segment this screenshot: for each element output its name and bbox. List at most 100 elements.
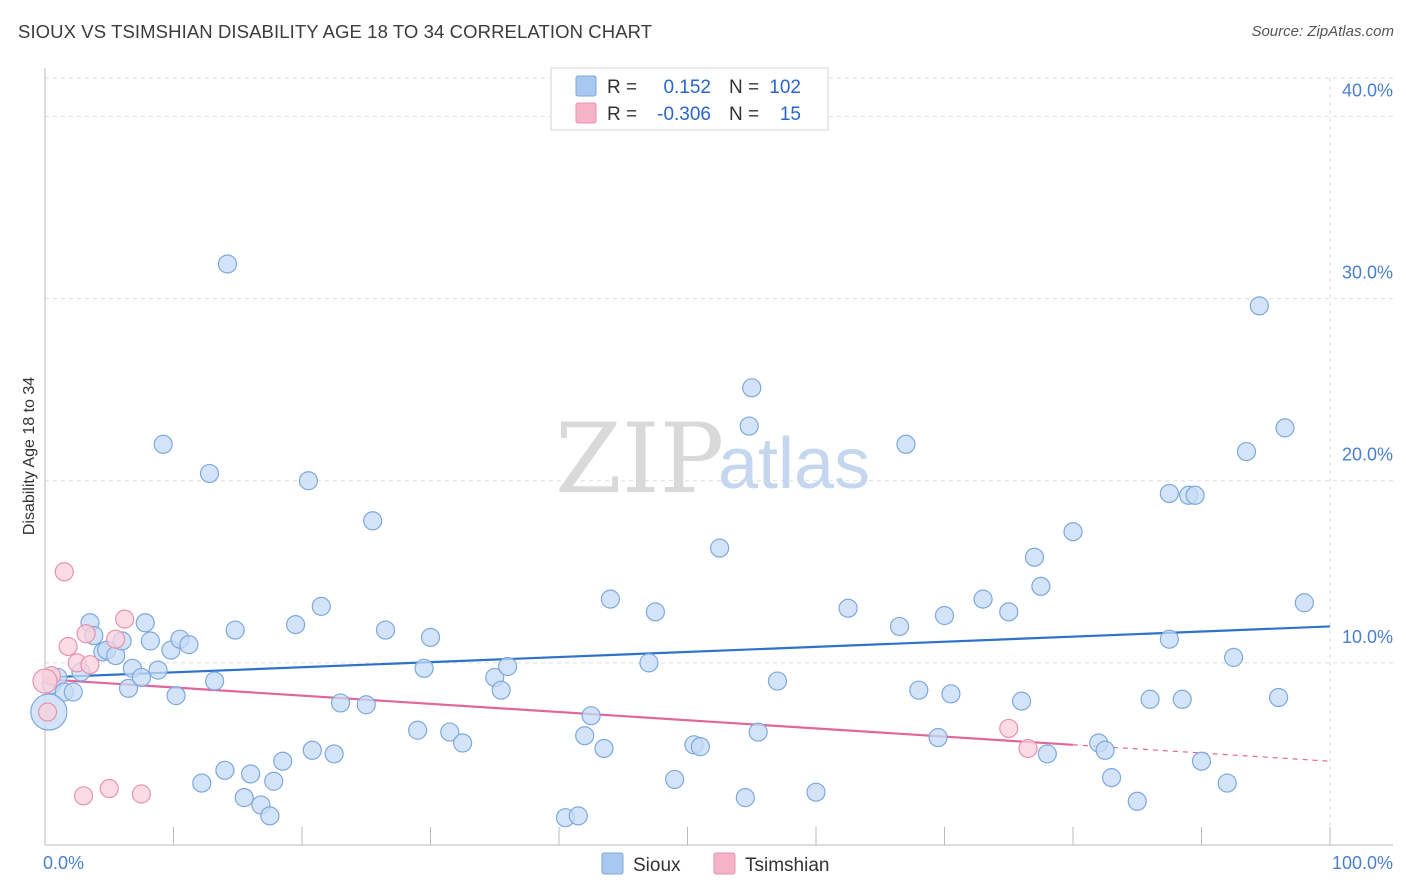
point-sioux-77 (999, 602, 1019, 622)
point-sioux-43 (408, 720, 428, 740)
point-sioux-73 (928, 727, 948, 748)
point-sioux-72 (909, 680, 929, 700)
y-tick-label-40: 40.0% (1342, 80, 1393, 100)
legend-n-value-tsimshian: 15 (780, 104, 801, 125)
point-sioux-46 (440, 722, 460, 742)
point-sioux-94 (1217, 773, 1237, 793)
point-sioux-66 (748, 722, 768, 742)
bottom-legend-swatch-sioux (601, 852, 624, 875)
point-sioux-97 (1249, 296, 1269, 316)
point-sioux-27 (225, 620, 245, 640)
point-sioux-89 (1159, 629, 1179, 649)
x-tick-label-max: 100.0% (1332, 853, 1393, 873)
point-tsimshian-7 (80, 655, 100, 675)
point-sioux-22 (192, 773, 212, 793)
point-sioux-81 (1037, 744, 1057, 764)
point-sioux-24 (205, 671, 225, 691)
chart-title: SIOUX VS TSIMSHIAN DISABILITY AGE 18 TO … (18, 21, 653, 42)
point-sioux-67 (767, 671, 788, 691)
point-sioux-59 (665, 769, 685, 790)
point-sioux-47 (453, 733, 473, 753)
point-sioux-75 (941, 684, 961, 704)
point-tsimshian-3 (58, 636, 78, 657)
point-sioux-15 (140, 631, 160, 651)
x-tick-label-min: 0.0% (43, 853, 84, 873)
point-tsimshian-10 (115, 609, 135, 629)
bottom-legend-swatch-tsimshian (713, 852, 736, 875)
point-sioux-95 (1224, 647, 1244, 667)
point-sioux-62 (710, 538, 730, 558)
point-sioux-58 (645, 602, 665, 622)
point-sioux-39 (330, 693, 351, 713)
point-sioux-68 (806, 782, 826, 802)
legend-box: R = 0.152 N = 102 R = -0.306 N = 15 (550, 67, 829, 131)
bottom-legend-label-tsimshian: Tsimshian (745, 855, 829, 876)
point-sioux-32 (264, 771, 284, 791)
point-sioux-93 (1191, 751, 1212, 771)
point-tsimshian-5 (73, 786, 94, 806)
y-tick-label-20: 20.0% (1342, 445, 1393, 465)
point-sioux-78 (1011, 691, 1032, 711)
trendline-sioux (44, 625, 1331, 679)
point-sioux-11 (118, 678, 139, 698)
point-sioux-29 (241, 764, 261, 784)
point-sioux-54 (581, 706, 601, 726)
point-sioux-35 (298, 471, 319, 491)
point-sioux-64 (739, 416, 759, 436)
legend-n-label-sioux: N = (729, 77, 759, 98)
point-sioux-70 (889, 616, 910, 637)
point-sioux-71 (896, 434, 916, 454)
point-sioux-86 (1127, 791, 1147, 811)
point-tsimshian-12 (999, 718, 1019, 739)
point-sioux-25 (215, 760, 235, 780)
legend-swatch-sioux (575, 75, 597, 97)
point-tsimshian-11 (131, 784, 151, 804)
legend-n-label-tsimshian: N = (729, 104, 759, 125)
point-sioux-28 (234, 788, 254, 808)
point-sioux-56 (600, 589, 621, 609)
point-sioux-42 (375, 620, 396, 640)
point-sioux-98 (1268, 687, 1289, 708)
point-sioux-44 (414, 658, 434, 678)
point-sioux-21 (179, 635, 199, 655)
watermark: ZIP atlas (555, 403, 870, 515)
trendline-extension-tsimshian (1072, 744, 1331, 762)
watermark-atlas: atlas (718, 424, 870, 504)
ticks-layer: 10.0% 20.0% 30.0% 40.0% 0.0% 100.0% (43, 80, 1393, 873)
point-sioux-37 (311, 596, 331, 616)
point-tsimshian-0 (37, 702, 58, 722)
points-layer (30, 254, 1314, 828)
point-sioux-41 (363, 511, 383, 531)
point-sioux-57 (639, 653, 659, 673)
point-sioux-65 (742, 378, 762, 398)
point-sioux-49 (491, 680, 511, 700)
point-sioux-88 (1159, 483, 1179, 504)
point-sioux-23 (199, 463, 220, 484)
point-sioux-45 (420, 627, 441, 647)
bottom-legend: Sioux Tsimshian (601, 852, 829, 876)
point-sioux-14 (135, 613, 155, 633)
legend-r-value-tsimshian: -0.306 (657, 104, 711, 125)
point-tsimshian-9 (106, 629, 126, 649)
point-sioux-17 (153, 434, 173, 454)
point-sioux-63 (735, 788, 755, 808)
point-tsimshian-13 (1018, 738, 1038, 759)
legend-frame (550, 67, 829, 131)
point-sioux-36 (302, 740, 322, 760)
legend-n-value-sioux: 102 (769, 77, 801, 98)
point-sioux-76 (973, 589, 993, 609)
point-tsimshian-6 (76, 624, 96, 644)
point-tsimshian-8 (99, 778, 119, 799)
y-tick-label-30: 30.0% (1342, 263, 1393, 283)
point-sioux-31 (260, 806, 280, 826)
point-sioux-92 (1185, 485, 1205, 505)
point-tsimshian-14 (32, 668, 58, 694)
legend-r-value-sioux: 0.152 (663, 77, 711, 98)
point-sioux-80 (1031, 576, 1051, 596)
point-sioux-84 (1095, 740, 1115, 760)
point-tsimshian-2 (54, 562, 74, 582)
point-sioux-55 (594, 738, 614, 759)
point-sioux-61 (690, 737, 710, 757)
point-sioux-74 (934, 605, 955, 626)
